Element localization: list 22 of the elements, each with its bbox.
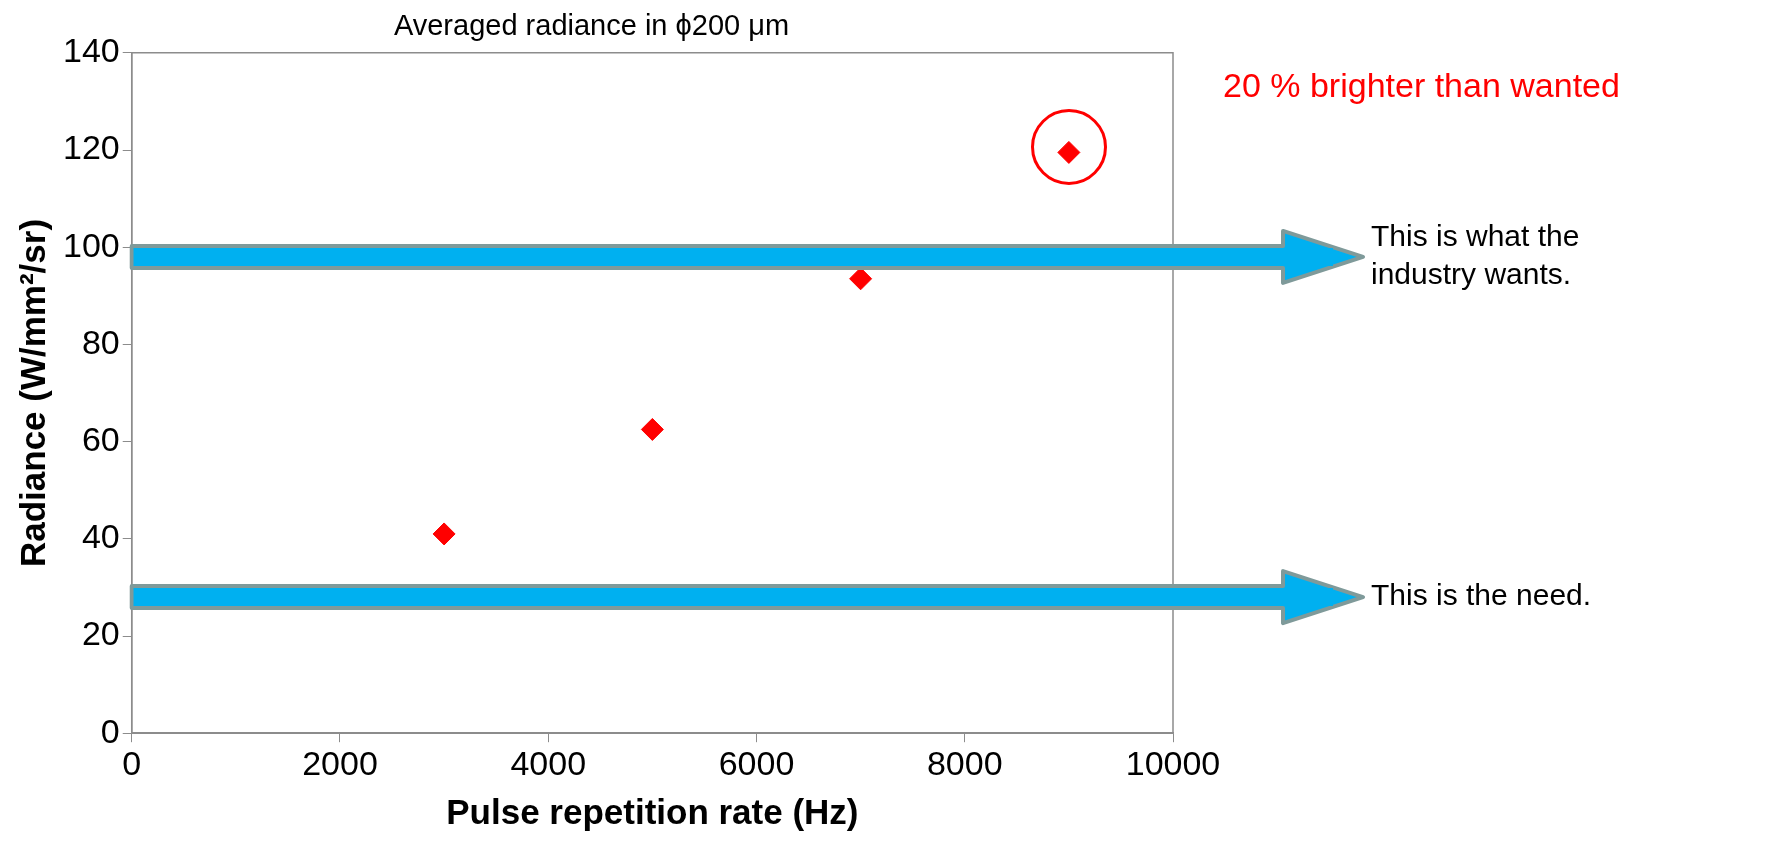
point <box>640 417 664 441</box>
point <box>849 267 873 291</box>
text: 20 % brighter than wanted <box>1223 66 1620 105</box>
ref-line-label: This is the need. <box>1371 578 1592 612</box>
y-tick-label: 60 <box>81 419 120 458</box>
chart-title: Averaged radiance in ϕ200 μm <box>393 9 790 42</box>
y-tick-label: 80 <box>81 322 120 361</box>
point <box>432 522 456 546</box>
x-tick-label: 2000 <box>302 743 378 782</box>
x-tick-label: 8000 <box>926 743 1003 782</box>
y-tick-label: 40 <box>81 517 120 556</box>
x-tick-label: 10000 <box>1125 743 1221 782</box>
x-tick-label: 6000 <box>718 743 795 782</box>
y-tick-label: 0 <box>100 711 120 750</box>
y-tick-label: 120 <box>62 128 120 167</box>
y-tick-label: 140 <box>62 31 120 70</box>
y-tick-label: 100 <box>62 225 120 264</box>
ref-line-label: This is what the industry wants. <box>1371 219 1580 291</box>
x-tick-label: 4000 <box>510 743 587 782</box>
y-axis-title: Radiance (W/mm²/sr) <box>12 218 52 568</box>
x-axis-title: Pulse repetition rate (Hz) <box>446 791 859 831</box>
y-tick-label: 20 <box>81 614 120 653</box>
